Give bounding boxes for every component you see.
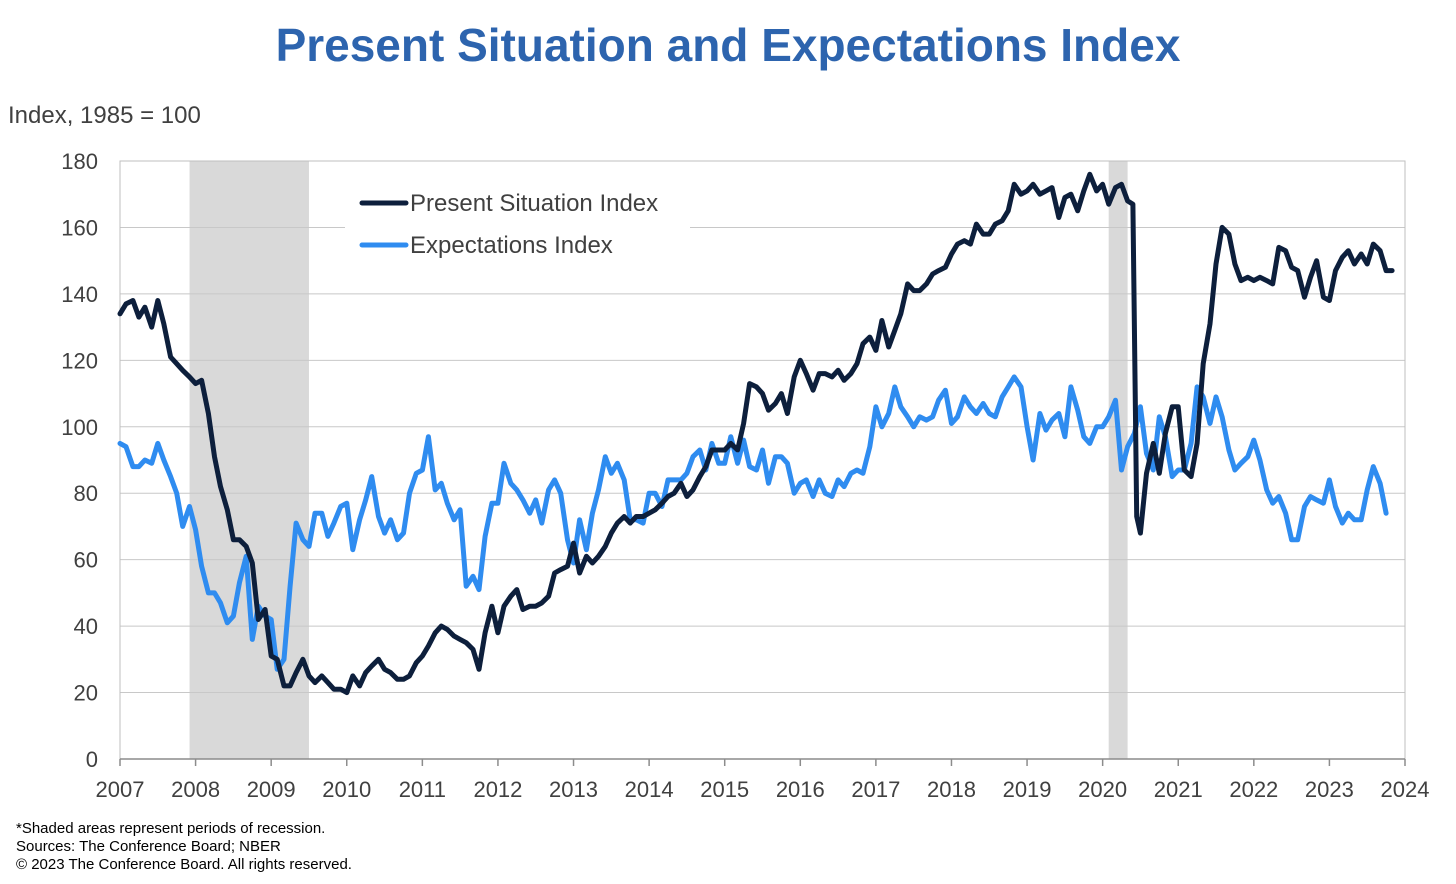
y-tick-label: 100 bbox=[61, 415, 98, 440]
x-tick-label: 2009 bbox=[247, 777, 296, 802]
x-tick-label: 2013 bbox=[549, 777, 598, 802]
x-tick-label: 2021 bbox=[1154, 777, 1203, 802]
series-line bbox=[117, 171, 1395, 696]
footnote-copyright: © 2023 The Conference Board. All rights … bbox=[16, 856, 352, 873]
y-tick-label: 120 bbox=[61, 348, 98, 373]
legend-box bbox=[345, 180, 690, 270]
footnote-recession: *Shaded areas represent periods of reces… bbox=[16, 820, 326, 837]
x-tick-label: 2012 bbox=[473, 777, 522, 802]
x-tick-label: 2008 bbox=[171, 777, 220, 802]
recession-band bbox=[189, 161, 309, 759]
y-tick-label: 180 bbox=[61, 149, 98, 174]
x-tick-label: 2016 bbox=[776, 777, 825, 802]
gridlines bbox=[120, 160, 1405, 694]
x-tick-label: 2023 bbox=[1305, 777, 1354, 802]
x-tick-label: 2017 bbox=[851, 777, 900, 802]
series-line bbox=[117, 374, 1389, 672]
legend-label: Present Situation Index bbox=[410, 190, 658, 217]
y-tick-label: 0 bbox=[86, 747, 98, 772]
axes: 0 20 40 60 80 100 120 140 160 180 2007 2008 2009 2010… bbox=[61, 149, 1429, 802]
x-tick-label: 2018 bbox=[927, 777, 976, 802]
x-tick-label: 2020 bbox=[1078, 777, 1127, 802]
x-tick-label: 2011 bbox=[399, 777, 446, 802]
recession-bands bbox=[189, 161, 1128, 759]
y-tick-label: 160 bbox=[61, 215, 98, 240]
legend: Present Situation Index Expectations Inde… bbox=[345, 180, 690, 270]
x-tick-label: 2015 bbox=[700, 777, 749, 802]
x-tick-label: 2010 bbox=[322, 777, 371, 802]
y-tick-label: 60 bbox=[74, 548, 98, 573]
x-tick-label: 2024 bbox=[1381, 777, 1430, 802]
series-lines bbox=[117, 171, 1395, 696]
x-tick-label: 2014 bbox=[625, 777, 674, 802]
x-tick-label: 2022 bbox=[1229, 777, 1278, 802]
y-axis-unit-label: Index, 1985 = 100 bbox=[8, 102, 201, 129]
y-tick-label: 20 bbox=[74, 681, 98, 706]
footnote-sources: Sources: The Conference Board; NBER bbox=[16, 838, 281, 855]
line-chart: 0 20 40 60 80 100 120 140 160 180 2007 2008 2009 2010… bbox=[61, 149, 1429, 802]
y-tick-label: 40 bbox=[74, 614, 98, 639]
y-tick-label: 80 bbox=[74, 481, 98, 506]
y-tick-label: 140 bbox=[61, 282, 98, 307]
x-tick-label: 2007 bbox=[96, 777, 145, 802]
legend-label: Expectations Index bbox=[410, 232, 613, 259]
x-tick-label: 2019 bbox=[1003, 777, 1052, 802]
chart-title: Present Situation and Expectations Index bbox=[275, 19, 1181, 71]
